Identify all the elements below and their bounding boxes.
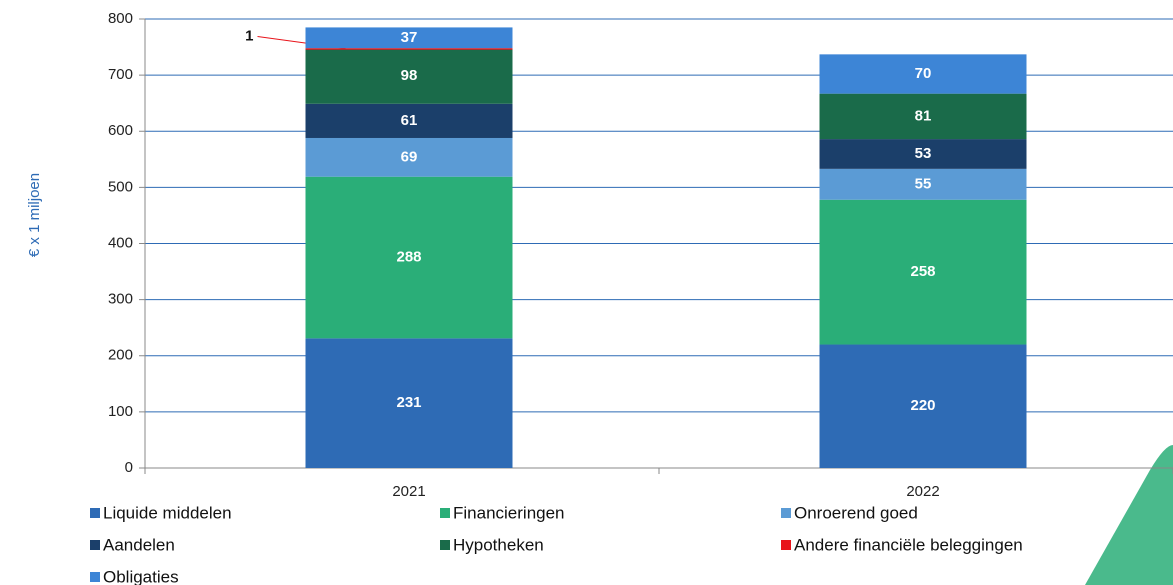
bar-segment (305, 103, 513, 138)
legend-label: Andere financiële beleggingen (794, 535, 1023, 554)
legend-swatch (440, 508, 450, 518)
decoration (1085, 445, 1173, 585)
y-axis-title: € x 1 miljoen (26, 173, 43, 257)
data-label: 231 (396, 394, 421, 411)
legend-swatch (440, 540, 450, 550)
y-tick-label: 800 (108, 10, 133, 27)
bar-segment (819, 139, 1027, 169)
data-label: 69 (401, 148, 418, 165)
data-label: 1 (245, 27, 253, 44)
bar-segment (305, 48, 513, 50)
data-label: 61 (401, 112, 418, 129)
legend-label: Hypotheken (453, 535, 544, 554)
legend-swatch (90, 508, 100, 518)
bar-segment (305, 176, 513, 339)
data-label: 70 (915, 65, 932, 82)
bar-segment (305, 48, 513, 104)
data-label: 98 (401, 67, 418, 84)
data-label: 258 (910, 263, 935, 280)
legend-label: Onroerend goed (794, 503, 918, 522)
data-label: 37 (401, 29, 418, 46)
bar-segment (819, 344, 1027, 468)
bar-segment (305, 27, 513, 49)
data-label: 55 (915, 175, 932, 192)
y-tick-label: 400 (108, 234, 133, 251)
y-tick-label: 0 (125, 459, 133, 476)
bar-segment (819, 199, 1027, 345)
x-tick-label: 2022 (906, 483, 939, 500)
y-tick-label: 200 (108, 347, 133, 364)
bar-segment (819, 54, 1027, 94)
data-label: 288 (396, 249, 421, 266)
legend-swatch (781, 540, 791, 550)
legend-label: Obligaties (103, 567, 179, 585)
y-tick-label: 300 (108, 291, 133, 308)
x-tick-label: 2021 (392, 483, 425, 500)
legend-label: Aandelen (103, 535, 175, 554)
legend-swatch (90, 540, 100, 550)
y-tick-label: 100 (108, 403, 133, 420)
legend-label: Financieringen (453, 503, 565, 522)
bar-segment (305, 338, 513, 468)
data-label: 220 (910, 397, 935, 414)
y-tick-label: 500 (108, 178, 133, 195)
data-label: 81 (915, 107, 932, 124)
bar-segment (305, 137, 513, 177)
bar-segment (819, 168, 1027, 200)
y-tick-label: 700 (108, 66, 133, 83)
data-label: 53 (915, 145, 932, 162)
legend-swatch (781, 508, 791, 518)
legend-swatch (90, 572, 100, 582)
legend-label: Liquide middelen (103, 503, 232, 522)
y-tick-label: 600 (108, 122, 133, 139)
bar-segment (819, 93, 1027, 140)
